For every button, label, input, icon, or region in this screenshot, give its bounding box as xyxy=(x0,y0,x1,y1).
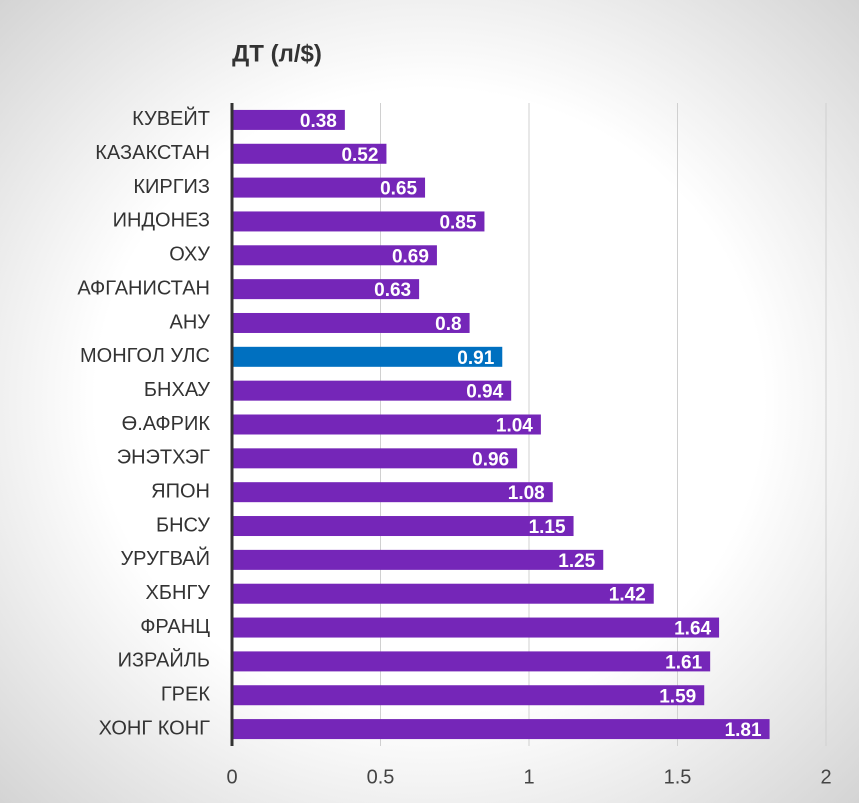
y-tick-label: УРУГВАЙ xyxy=(120,546,210,570)
y-tick-label: МОНГОЛ УЛС xyxy=(80,345,210,367)
y-tick-label: КАЗАКСТАН xyxy=(95,142,210,164)
x-tick-label: 2 xyxy=(820,766,831,788)
y-tick-label: ГРЕК xyxy=(161,684,211,706)
bar xyxy=(232,414,541,435)
bar xyxy=(232,177,426,198)
value-label: 0.38 xyxy=(300,111,337,132)
bar xyxy=(232,719,770,740)
value-label: 1.04 xyxy=(496,416,533,437)
y-tick-label: АНУ xyxy=(170,311,211,333)
value-label: 1.81 xyxy=(725,720,762,741)
y-tick-label: ЯПОН xyxy=(151,480,210,502)
value-label: 0.69 xyxy=(392,246,429,267)
value-label: 1.15 xyxy=(529,517,566,538)
y-tick-label: ФРАНЦ xyxy=(140,616,210,638)
y-tick-label: ИНДОНЕЗ xyxy=(113,210,210,232)
y-tick-label: АФГАНИСТАН xyxy=(77,277,210,299)
bar xyxy=(232,211,485,232)
x-tick-label: 1.5 xyxy=(664,766,692,788)
bar xyxy=(232,279,420,300)
bar xyxy=(232,482,553,503)
x-tick-label: 0 xyxy=(226,766,237,788)
bar xyxy=(232,583,654,604)
bar xyxy=(232,448,518,469)
y-tick-label: ХОНГ КОНГ xyxy=(99,717,210,739)
bar xyxy=(232,346,503,367)
value-label: 0.96 xyxy=(472,449,509,470)
x-tick-label: 1 xyxy=(523,766,534,788)
y-tick-label: КИРГИЗ xyxy=(133,176,210,198)
value-label: 1.61 xyxy=(665,652,702,673)
y-tick-label: ЭНЭТХЭГ xyxy=(117,447,210,469)
bar xyxy=(232,109,345,130)
bar xyxy=(232,549,604,570)
value-label: 1.08 xyxy=(508,483,545,504)
bar xyxy=(232,617,720,638)
value-label: 1.64 xyxy=(674,619,711,640)
bar xyxy=(232,143,387,164)
value-label: 0.94 xyxy=(466,382,503,403)
y-tick-label: Ө.АФРИК xyxy=(122,413,211,435)
y-tick-label: ИЗРАЙЛЬ xyxy=(118,648,210,672)
value-label: 0.65 xyxy=(380,179,417,200)
value-label: 0.91 xyxy=(457,348,494,369)
y-tick-label: ОХУ xyxy=(169,244,210,266)
y-tick-label: ХБНГУ xyxy=(146,582,211,604)
value-label: 1.25 xyxy=(558,551,595,572)
value-label: 1.42 xyxy=(609,585,646,606)
value-label: 0.63 xyxy=(374,280,411,301)
bar xyxy=(232,380,512,401)
y-tick-label: КУВЕЙТ xyxy=(132,106,210,130)
value-label: 0.52 xyxy=(341,145,378,166)
value-label: 1.59 xyxy=(659,686,696,707)
y-tick-label: БНСУ xyxy=(156,514,210,536)
bar xyxy=(232,516,574,537)
bar xyxy=(232,651,711,672)
bar xyxy=(232,312,470,333)
bar xyxy=(232,245,437,266)
bar xyxy=(232,685,705,706)
chart-title: ДТ (л/$) xyxy=(232,40,322,67)
value-label: 0.85 xyxy=(439,212,476,233)
x-tick-label: 0.5 xyxy=(367,766,395,788)
value-label: 0.8 xyxy=(435,314,461,335)
y-tick-label: БНХАУ xyxy=(144,379,210,401)
